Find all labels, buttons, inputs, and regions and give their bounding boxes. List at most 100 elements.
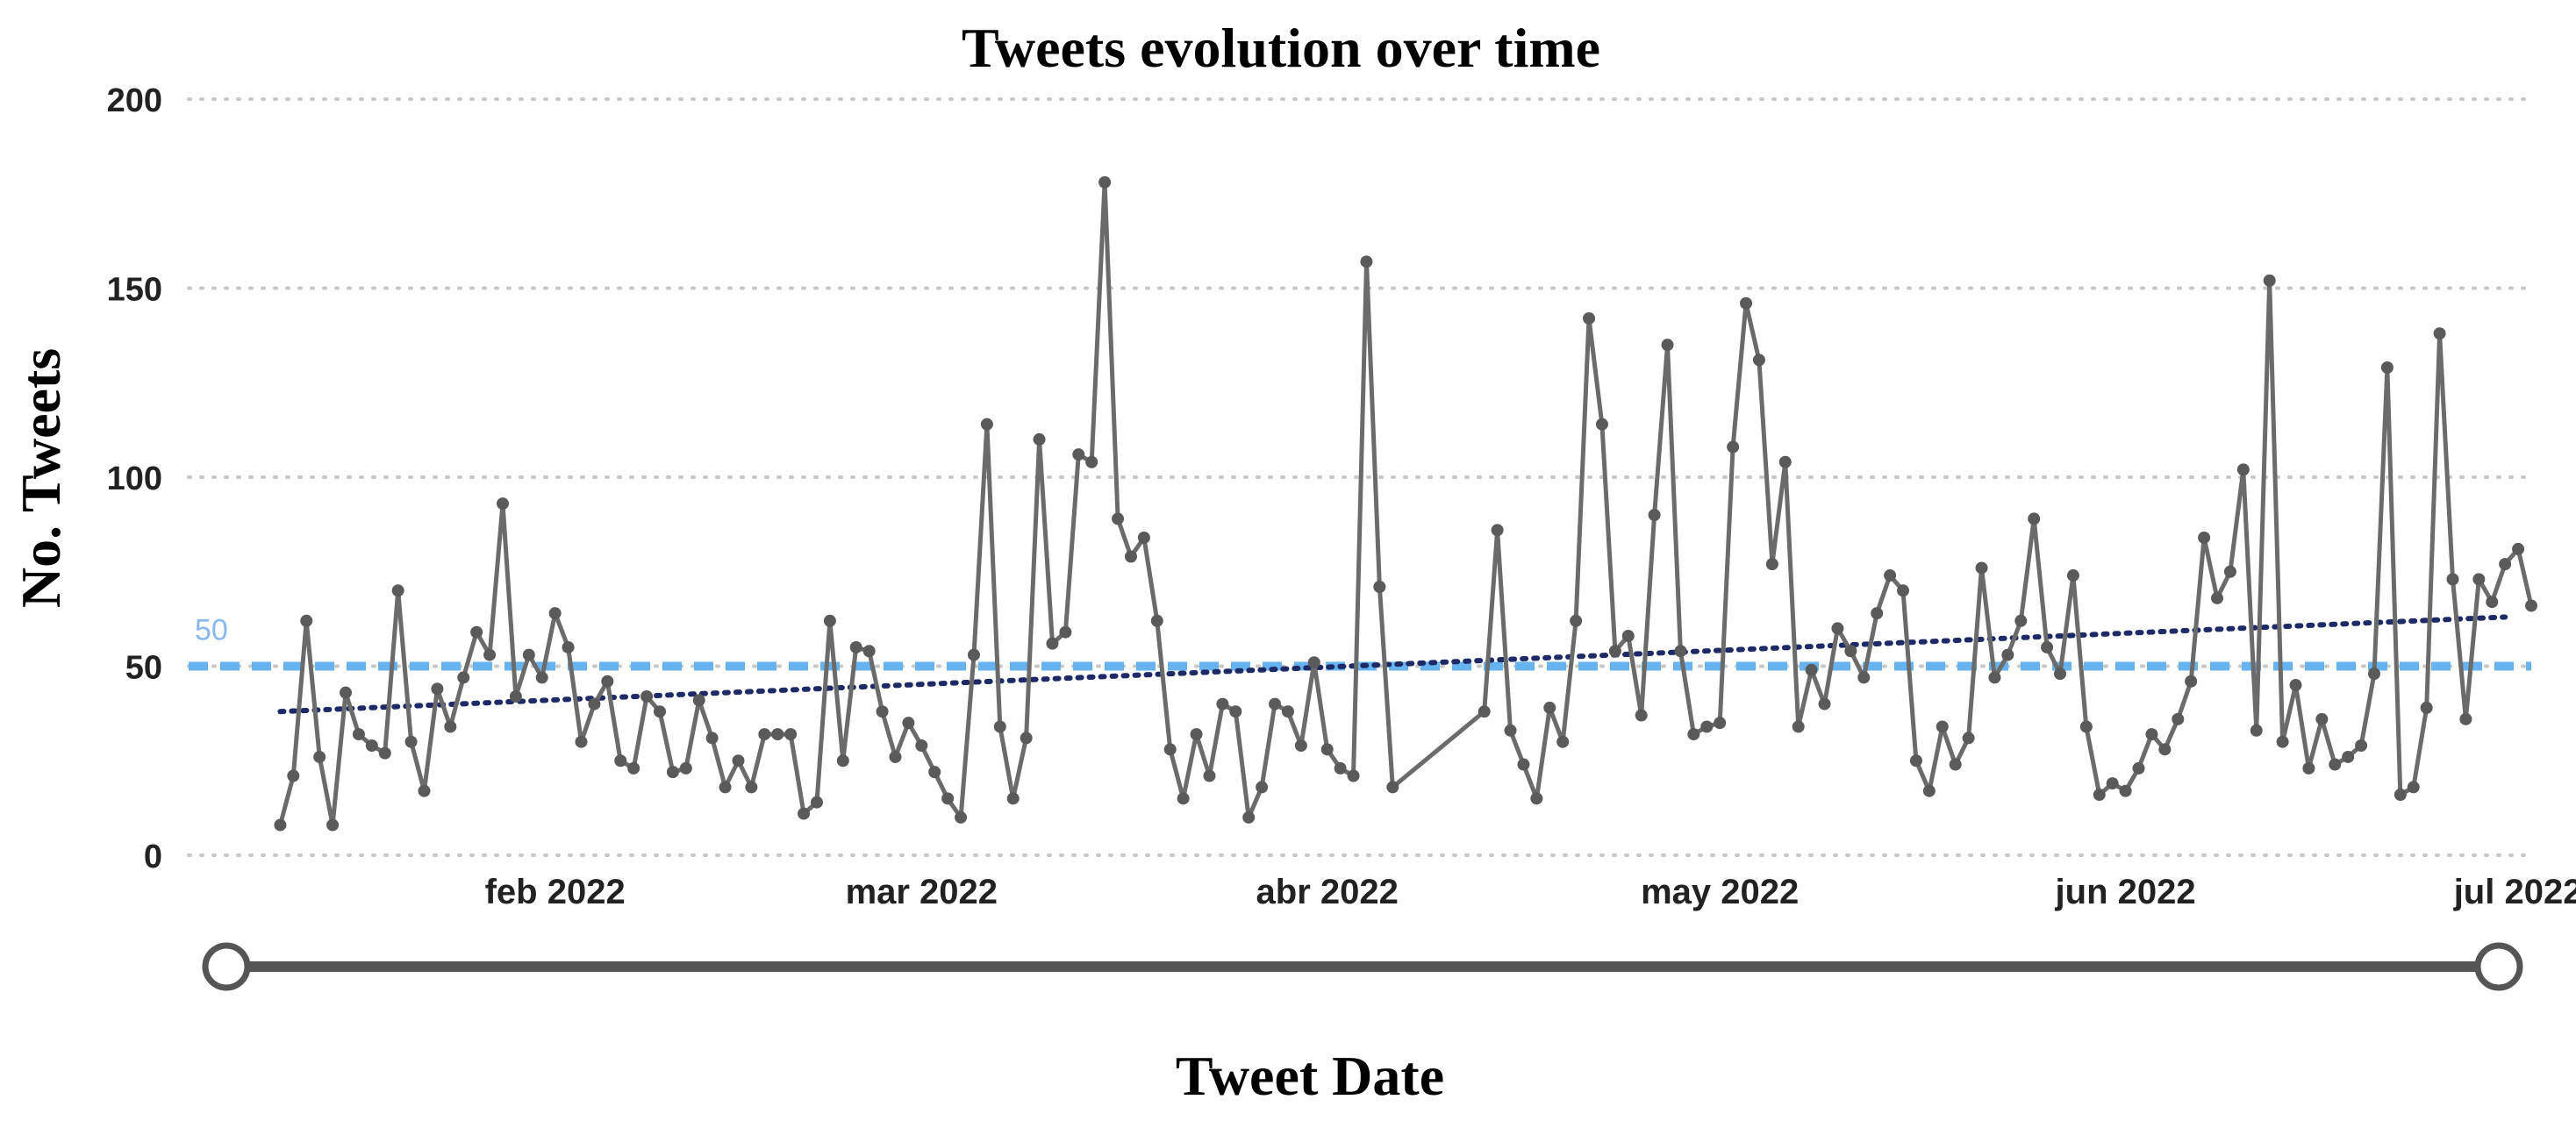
data-point [798,807,811,820]
data-point [1033,432,1046,446]
data-point [692,694,705,707]
data-point [1884,569,1897,582]
data-point [1190,728,1203,741]
data-point [2329,758,2342,771]
data-point [889,750,902,763]
data-point [2433,327,2446,340]
data-point [287,769,300,782]
data-point [2342,750,2355,763]
range-slider-right-handle[interactable] [2474,942,2523,991]
data-point [836,754,849,768]
data-point [653,705,666,718]
data-point [876,705,889,718]
data-point [2420,701,2433,714]
data-point [1229,705,1242,718]
data-point [771,728,784,741]
data-point [2446,573,2459,586]
data-point [1844,645,1857,658]
data-point [1530,792,1543,805]
data-point [1635,709,1648,722]
data-point [2302,761,2315,775]
data-point [1975,561,1988,575]
data-point [352,728,365,741]
data-point [431,682,444,696]
data-point [1203,769,1216,782]
data-point [1962,732,1975,745]
y-axis-ticks: 0 50 100 150 200 [107,82,162,875]
data-point [1922,784,1936,797]
data-point [1491,524,1504,537]
data-point [548,607,562,620]
data-point [601,675,614,688]
data-point [365,739,378,753]
x-tick-label: jun 2022 [2055,873,2196,911]
y-axis-label: No. Tweets [10,348,72,608]
data-point [1740,296,1753,310]
data-point [705,732,719,745]
y-tick-label: 50 [125,650,162,687]
data-point [2459,712,2472,725]
data-point [1949,758,1962,771]
data-point [1020,732,1033,745]
data-point [535,671,548,684]
data-point [522,648,535,661]
data-point [1792,720,1805,733]
data-point [1216,697,1229,710]
data-point [810,796,823,809]
data-point [993,720,1006,733]
data-point [1765,558,1778,571]
data-point [2394,789,2407,802]
data-point [1478,705,1491,718]
data-point [2368,668,2381,681]
data-point [980,418,993,431]
data-point [2106,777,2119,790]
data-point [1818,697,1831,710]
data-point [2158,743,2172,756]
data-point [2119,784,2132,797]
data-point [391,584,404,597]
series-line [277,180,2534,827]
data-point [562,640,575,653]
y-tick-label: 100 [107,461,162,497]
data-point [1727,440,1740,453]
data-point [2315,712,2329,725]
data-point [627,761,640,775]
range-slider[interactable] [202,942,2523,991]
data-point [1137,531,1150,544]
data-point [1112,512,1125,525]
data-point [823,614,836,627]
data-point [915,739,928,753]
reference-line-label: 50 [195,614,228,647]
data-point [1059,625,1072,639]
reference-line: 50 [189,614,2531,671]
data-point [614,754,627,768]
data-point [758,728,771,741]
data-point [1085,455,1098,468]
data-point [1320,743,1334,756]
data-point [2250,724,2263,737]
data-point [2211,591,2224,604]
data-point [1124,550,1137,563]
data-point [1687,728,1700,741]
data-point [1621,630,1635,643]
data-point [1517,758,1530,771]
data-point [1805,663,1818,676]
y-tick-label: 0 [144,839,162,875]
data-point [496,497,509,511]
y-tick-label: 150 [107,272,162,309]
data-point [1242,810,1256,824]
range-slider-left-handle[interactable] [202,942,251,991]
data-point [2380,361,2394,375]
data-point [2093,789,2106,802]
data-point [1556,735,1570,748]
data-point [1543,701,1556,714]
data-point [955,810,968,824]
data-point [1871,607,1884,620]
data-point [1334,761,1347,775]
data-point [2223,565,2236,578]
data-point [2145,728,2158,741]
data-point [2001,648,2014,661]
data-point [1360,255,1373,268]
data-point [588,697,601,710]
